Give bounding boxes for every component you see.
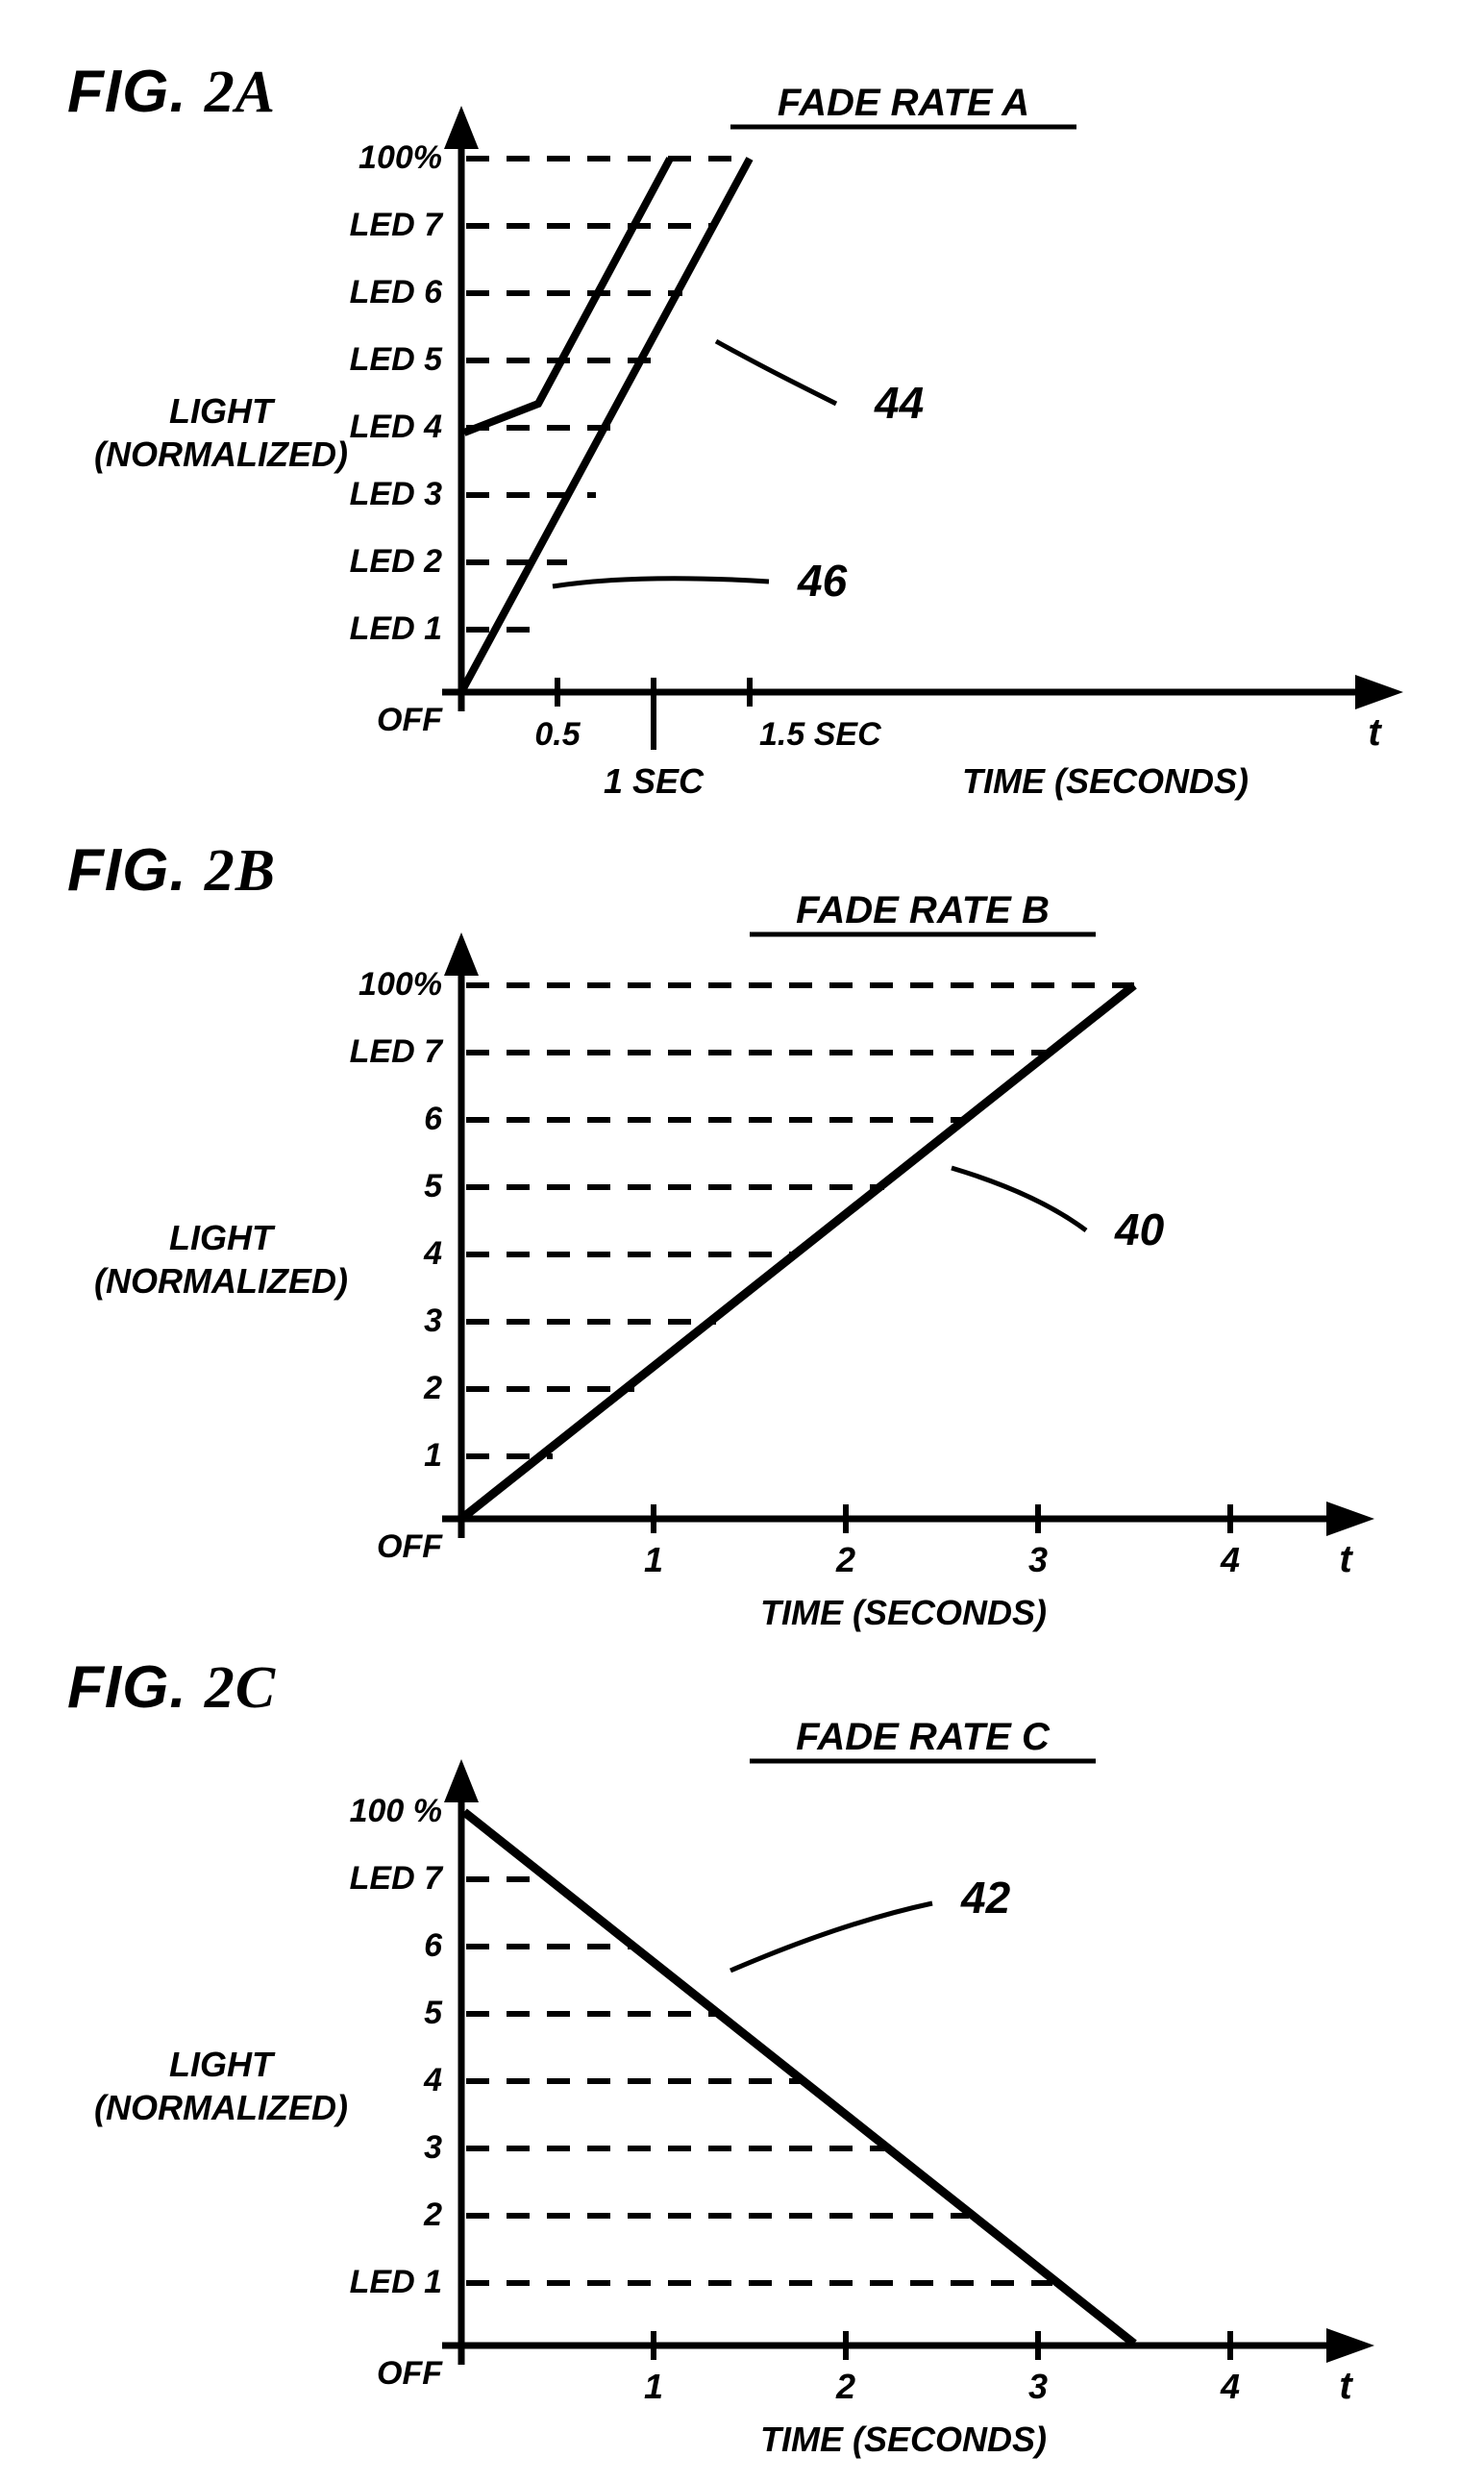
- curve-42: [464, 1812, 1134, 2344]
- fig-number: 2C: [205, 1655, 276, 1721]
- figure-2c: FIG. 2C 100 % LED 7 6 5 4 3 2: [0, 1653, 1484, 2477]
- xlabel: TIME (SECONDS): [760, 2420, 1047, 2459]
- figure-2a: FIG. 2A 100% LED 7 LED 6 LED 5: [0, 0, 1484, 827]
- ytick-label: 5: [424, 1168, 443, 1204]
- chart-2b: 100% LED 7 6 5 4 3 2 1 OFF 1 2 3 4: [0, 827, 1484, 1653]
- ytick-label: 6: [424, 1927, 443, 1964]
- chart-2c: 100 % LED 7 6 5 4 3 2 LED 1 OFF 1 2 3 4: [0, 1653, 1484, 2477]
- ytick-label: LED 2: [350, 543, 442, 580]
- chart-title: FADE RATE C: [796, 1716, 1051, 1758]
- x-end-label: t: [1339, 1538, 1353, 1580]
- callout-leader-44: [716, 341, 836, 404]
- ylabel-line1: LIGHT: [169, 1218, 276, 1257]
- callout-42: 42: [960, 1873, 1011, 1923]
- ylabel-line2: (NORMALIZED): [94, 2088, 348, 2127]
- callout-leader-40: [952, 1168, 1086, 1230]
- ytick-label: 4: [423, 1235, 442, 1272]
- ytick-label: 5: [424, 1995, 443, 2031]
- ytick-label: OFF: [377, 702, 443, 738]
- xtick-label: 1: [644, 2367, 663, 2406]
- ytick-label: LED 1: [350, 610, 442, 647]
- callout-leader-42: [730, 1903, 932, 1971]
- figure-label-2b: FIG. 2B: [67, 836, 276, 906]
- xtick-label: 0.5: [534, 716, 581, 753]
- page: FIG. 2A 100% LED 7 LED 6 LED 5: [0, 0, 1484, 2477]
- ytick-label: LED 6: [350, 274, 443, 310]
- xtick-label: 3: [1028, 2367, 1048, 2406]
- figure-label-2c: FIG. 2C: [67, 1653, 276, 1723]
- ytick-label: 3: [424, 1303, 442, 1339]
- figure-label-2a: FIG. 2A: [67, 58, 276, 127]
- xtick-mid-label: 1 SEC: [604, 761, 705, 801]
- xlabel: TIME (SECONDS): [962, 761, 1249, 801]
- ytick-label: 1: [424, 1437, 442, 1474]
- ytick-label: 100%: [359, 139, 442, 176]
- fig-number: 2B: [205, 838, 276, 904]
- callout-44: 44: [874, 378, 924, 428]
- ytick-label: 100 %: [350, 1793, 442, 1829]
- xtick-label: 4: [1220, 1540, 1240, 1579]
- callout-leader-46: [553, 579, 769, 586]
- chart-title: FADE RATE A: [778, 82, 1029, 124]
- xtick-label: 1.5 SEC: [759, 716, 881, 753]
- ylabel-line2: (NORMALIZED): [94, 434, 348, 474]
- ylabel-line2: (NORMALIZED): [94, 1261, 348, 1301]
- curve-46: [461, 159, 750, 692]
- ytick-label: 2: [423, 1370, 442, 1406]
- ytick-label: 100%: [359, 966, 442, 1003]
- fig-prefix: FIG.: [67, 837, 187, 904]
- figure-2b: FIG. 2B 100% LED 7 6 5 4 3 2: [0, 827, 1484, 1653]
- x-end-label: t: [1368, 711, 1382, 754]
- ytick-label: 6: [424, 1101, 443, 1137]
- xtick-label: 2: [835, 2367, 855, 2406]
- ytick-label: LED 1: [350, 2264, 442, 2300]
- ytick-label: 2: [423, 2197, 442, 2233]
- ytick-label: LED 7: [350, 1860, 444, 1897]
- ytick-label: 3: [424, 2129, 442, 2166]
- chart-title: FADE RATE B: [796, 889, 1050, 931]
- xtick-label: 4: [1220, 2367, 1240, 2406]
- x-end-label: t: [1339, 2365, 1353, 2407]
- ytick-label: LED 3: [350, 476, 442, 512]
- ylabel-line1: LIGHT: [169, 2045, 276, 2084]
- fig-prefix: FIG.: [67, 1654, 187, 1721]
- xtick-label: 2: [835, 1540, 855, 1579]
- fig-prefix: FIG.: [67, 59, 187, 125]
- ytick-label: OFF: [377, 1528, 443, 1565]
- callout-46: 46: [797, 556, 848, 606]
- fig-number: 2A: [205, 60, 276, 125]
- ylabel-line1: LIGHT: [169, 391, 276, 431]
- ytick-label: LED 7: [350, 1033, 444, 1070]
- ytick-label: LED 7: [350, 207, 444, 243]
- xtick-label: 3: [1028, 1540, 1048, 1579]
- ytick-label: LED 5: [350, 341, 443, 378]
- ytick-label: LED 4: [350, 409, 442, 445]
- xtick-label: 1: [644, 1540, 663, 1579]
- ytick-label: 4: [423, 2062, 442, 2098]
- callout-40: 40: [1114, 1204, 1165, 1254]
- ytick-label: OFF: [377, 2355, 443, 2392]
- xlabel: TIME (SECONDS): [760, 1593, 1047, 1632]
